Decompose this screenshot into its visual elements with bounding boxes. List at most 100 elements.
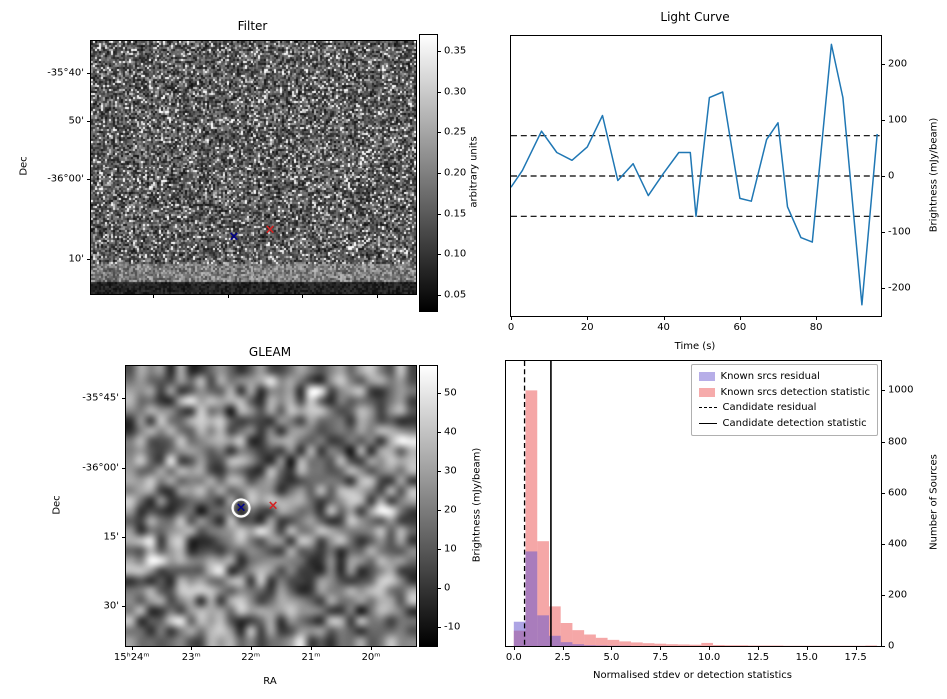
tick-label: 23ᵐ (181, 652, 201, 663)
histogram-bar (584, 645, 596, 646)
histogram-bar (771, 645, 784, 646)
histogram-bar (677, 644, 690, 646)
light-curve-title: Light Curve (660, 10, 730, 24)
tick-mark (437, 432, 441, 434)
gleam-colorbar: 50 40 30 20 10 0 -10 (419, 365, 460, 647)
tick-mark (816, 316, 818, 320)
tick-label: 20ᵐ (361, 652, 381, 663)
histogram-bar (525, 390, 538, 646)
tick-mark (311, 646, 313, 650)
candidate-x-marker: × (235, 500, 247, 516)
tick-mark (881, 120, 885, 121)
tick-label: 0 (888, 640, 895, 652)
histogram-bar (689, 644, 702, 646)
light-curve-y-axis-label: Brightness (mJy/beam) (928, 117, 940, 233)
tick-mark (437, 254, 441, 256)
tick-label: 1000 (888, 384, 914, 396)
legend-label: Known srcs residual (720, 371, 820, 382)
legend-item: Known srcs detection statistic (698, 385, 870, 401)
histogram-bar (619, 641, 631, 646)
filter-colorbar-label: arbitrary units (468, 136, 480, 208)
tick-label: 0.35 (444, 45, 467, 57)
tick-mark (881, 543, 885, 545)
light-curve-line (511, 43, 878, 306)
legend-item: Candidate residual (698, 400, 870, 416)
histogram-bar (724, 645, 737, 646)
histogram-bar (548, 606, 561, 646)
tick-mark (122, 537, 126, 539)
tick-mark (855, 646, 857, 650)
tick-mark (881, 390, 885, 392)
legend-item: Candidate detection statistic (698, 416, 870, 432)
tick-label: -10 (444, 621, 461, 633)
histogram-bar (537, 541, 549, 646)
tick-mark (881, 64, 885, 65)
tick-mark (881, 288, 885, 289)
tick-mark (757, 646, 759, 650)
gleam-y-axis-label: Dec (51, 495, 63, 515)
tick-mark (881, 232, 885, 233)
histogram-bar (548, 635, 561, 646)
filter-image-panel: -35°40' 50' -36°00' 10' × × (47, 40, 417, 298)
tick-label: 15' (103, 531, 119, 543)
tick-label: 10.0 (697, 652, 721, 663)
tick-mark (87, 178, 91, 180)
tick-mark (513, 646, 515, 650)
tick-label: 10' (68, 253, 84, 265)
light-curve-x-axis-label: Time (s) (674, 341, 716, 352)
tick-mark (437, 393, 441, 395)
tick-label: 0 (888, 170, 895, 182)
legend-label: Candidate detection statistic (722, 417, 867, 429)
tick-mark (881, 646, 885, 647)
tick-mark (663, 316, 665, 320)
tick-label: 0 (507, 322, 515, 333)
histogram-bar (666, 644, 678, 646)
histogram-bar (642, 643, 655, 646)
tick-mark (437, 587, 441, 589)
legend-patch-swatch (698, 372, 715, 382)
neighbour-x-marker: × (267, 498, 279, 514)
gleam-x-axis-label: RA (263, 676, 277, 687)
histogram-bar (560, 623, 573, 646)
tick-mark (302, 294, 304, 298)
tick-label: 21ᵐ (301, 652, 321, 663)
filter-y-axis-label: Dec (18, 156, 30, 176)
tick-mark (562, 646, 564, 650)
histogram-bar (537, 615, 549, 646)
tick-label: 800 (888, 436, 908, 447)
tick-mark (437, 548, 441, 550)
tick-mark (122, 397, 126, 399)
tick-label: -100 (888, 226, 911, 238)
light-curve-panel: 0 20 40 60 80 200 100 0 -100 -200 (508, 35, 911, 333)
gleam-title: GLEAM (248, 345, 292, 359)
tick-mark (437, 509, 441, 511)
tick-label: -36°00' (47, 173, 84, 185)
histogram-bar (736, 645, 749, 646)
tick-mark (881, 492, 885, 494)
tick-mark (437, 132, 441, 134)
tick-label: -35°45' (82, 392, 119, 404)
legend-label: Candidate residual (722, 402, 817, 413)
tick-label: 20 (580, 322, 594, 333)
tick-mark (87, 120, 91, 122)
histogram-bar (513, 621, 526, 646)
tick-mark (709, 646, 711, 650)
tick-label: 40 (444, 426, 457, 438)
tick-label: 17.5 (844, 652, 867, 663)
tick-label: 50 (444, 387, 457, 399)
legend-patch-swatch (698, 387, 715, 397)
legend-label: Known srcs detection statistic (720, 386, 870, 398)
tick-label: 30 (444, 465, 457, 477)
histogram-plot (513, 361, 878, 646)
tick-mark (587, 316, 589, 320)
tick-label: 0.05 (444, 289, 467, 301)
tick-label: 0.25 (444, 126, 467, 138)
tick-label: 2.5 (554, 652, 571, 663)
tick-label: 22ᵐ (241, 652, 261, 663)
histogram-bar (654, 643, 667, 646)
tick-label: 30' (103, 600, 119, 612)
tick-mark (437, 173, 441, 174)
tick-label: 0.15 (444, 208, 467, 220)
histogram-bar (572, 630, 585, 646)
